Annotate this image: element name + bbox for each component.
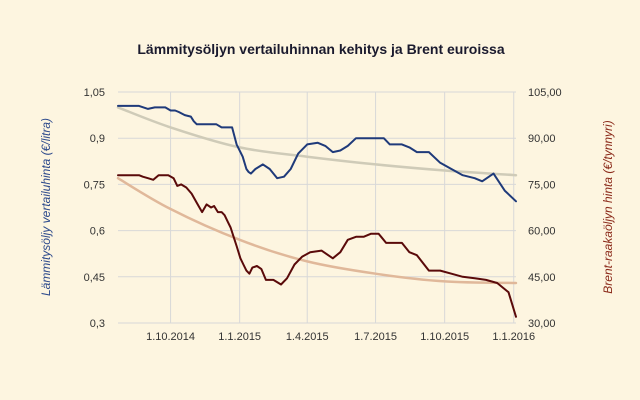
y-left-tick-label: 0,75 bbox=[84, 179, 105, 191]
series-heating-oil bbox=[117, 104, 517, 203]
y-right-tick-label: 105,00 bbox=[528, 87, 562, 99]
x-tick-label: 1.10.2015 bbox=[420, 331, 469, 343]
x-tick-label: 1.4.2015 bbox=[286, 331, 329, 343]
y-right-tick-label: 45,00 bbox=[528, 272, 556, 284]
y-right-tick-label: 30,00 bbox=[528, 318, 556, 330]
x-tick-label: 1.1.2015 bbox=[218, 331, 261, 343]
y-axis-left-label: Lämmitysöljy vertailuhinta (€/litra) bbox=[39, 118, 53, 296]
grid bbox=[118, 91, 516, 324]
y-left-tick-label: 0,6 bbox=[90, 226, 105, 238]
y-axis-right-label: Brent-raakaöljyn hinta (€/tynnyri) bbox=[601, 120, 615, 293]
series-heating-oil-trend bbox=[116, 106, 518, 177]
series-layer bbox=[116, 104, 518, 318]
series-brent bbox=[117, 174, 517, 318]
x-tick-label: 1.1.2016 bbox=[492, 331, 535, 343]
x-tick-label: 1.10.2014 bbox=[146, 331, 195, 343]
y-left-tick-label: 1,05 bbox=[84, 87, 105, 99]
y-right-tick-label: 90,00 bbox=[528, 133, 556, 145]
x-tick-label: 1.7.2015 bbox=[354, 331, 397, 343]
series-brent-trend bbox=[116, 176, 518, 285]
y-right-tick-label: 75,00 bbox=[528, 179, 556, 191]
chart-title: Lämmitysöljyn vertailuhinnan kehitys ja … bbox=[137, 41, 504, 57]
y-left-tick-label: 0,3 bbox=[90, 318, 105, 330]
y-right-tick-label: 60,00 bbox=[528, 226, 556, 238]
tick-labels: 1,05 105,00 0,9 90,00 0,75 75,00 0,6 60,00 0,45 4… bbox=[84, 87, 562, 343]
y-left-tick-label: 0,9 bbox=[90, 133, 105, 145]
y-left-tick-label: 0,45 bbox=[84, 272, 105, 284]
